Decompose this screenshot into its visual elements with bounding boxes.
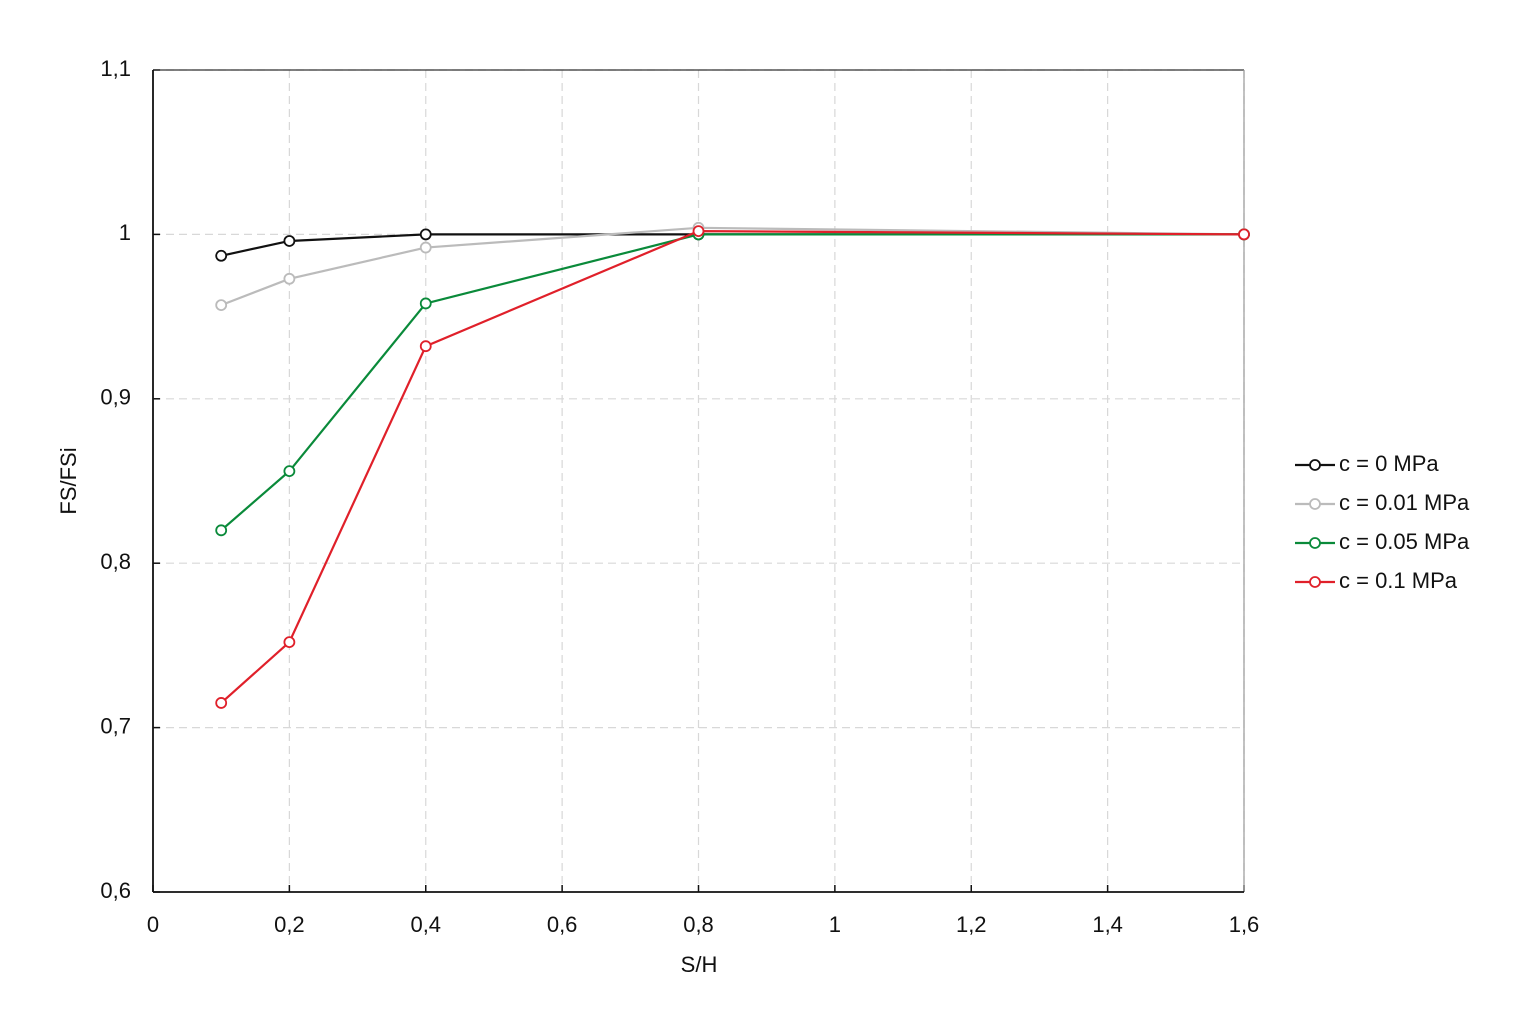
x-axis-label: S/H [681,952,718,977]
x-tick-label: 1,2 [956,912,987,937]
legend-marker [1309,576,1321,588]
data-point [215,249,228,262]
data-point [215,524,228,537]
x-tick-label: 0,6 [547,912,578,937]
data-point [692,225,705,238]
x-tick-label: 1,6 [1229,912,1260,937]
data-point [1238,228,1250,241]
data-point [419,241,432,254]
data-point [283,465,296,478]
y-axis-label: FS/FSi [56,447,81,514]
data-point [419,297,432,310]
y-tick-label: 0,7 [100,713,131,738]
x-tick-label: 1,4 [1092,912,1123,937]
legend-marker [1309,498,1321,510]
x-tick-label: 0,4 [410,912,441,937]
x-tick-label: 0,2 [274,912,305,937]
legend-label: c = 0.05 MPa [1339,529,1470,554]
legend-marker [1309,459,1321,471]
legend-label: c = 0.01 MPa [1339,490,1470,515]
data-point [215,299,228,311]
data-point [419,228,432,241]
y-tick-label: 0,8 [100,549,131,574]
data-point [283,636,296,649]
legend-label: c = 0 MPa [1339,451,1439,476]
data-point [283,272,296,285]
data-point [215,697,228,709]
y-tick-label: 0,6 [100,878,131,903]
y-tick-label: 1,1 [100,56,131,81]
data-point [419,340,432,353]
legend-label: c = 0.1 MPa [1339,568,1458,593]
x-tick-label: 1 [829,912,841,937]
x-tick-label: 0 [147,912,159,937]
x-tick-label: 0,8 [683,912,714,937]
legend-marker [1309,537,1321,549]
y-tick-label: 0,9 [100,385,131,410]
y-tick-label: 1 [119,220,131,245]
data-point [283,235,296,247]
